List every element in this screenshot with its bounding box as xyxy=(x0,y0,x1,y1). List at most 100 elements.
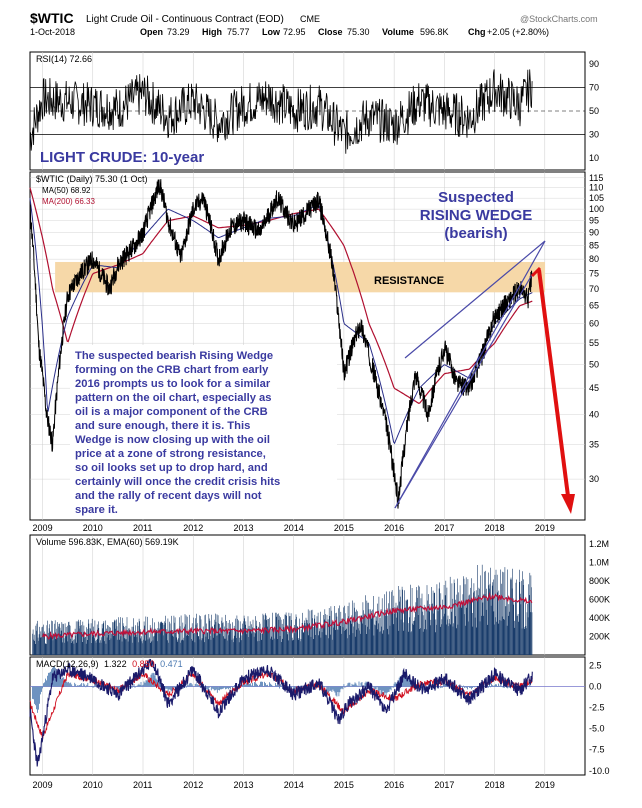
macd-tick-label: -7.5 xyxy=(589,745,605,755)
year-tick-label: 2012 xyxy=(183,523,203,533)
drop-arrow-tick xyxy=(530,266,542,278)
price-tick-label: 110 xyxy=(589,183,603,193)
volume-ema-line xyxy=(42,592,533,641)
rsi-tick-label: 50 xyxy=(589,106,599,116)
macd-panel-frame xyxy=(29,656,586,776)
year-tick-label: 2014 xyxy=(284,780,304,790)
price-tick-label: 90 xyxy=(589,228,599,238)
macd-panel: 2.5 0.0 -2.5 -5.0 -7.5 -10.0 MACD(12,26,9) 1.… xyxy=(29,656,610,776)
rsi-panel-title: LIGHT CRUDE: 10-year xyxy=(40,149,204,166)
instrument-name: Light Crude Oil - Continuous Contract (E… xyxy=(86,14,284,25)
high-label: High xyxy=(202,27,222,37)
commentary-line: forming on the CRB chart from early xyxy=(75,364,269,376)
wedge-title-line-2: RISING WEDGE xyxy=(420,207,533,224)
macd-line xyxy=(29,658,533,767)
rsi-line xyxy=(29,69,533,154)
wedge-title-line-3: (bearish) xyxy=(444,225,507,242)
bar-date: 1-Oct-2018 xyxy=(30,27,75,37)
price-tick-label: 30 xyxy=(589,474,599,484)
price-tick-label: 50 xyxy=(589,360,599,370)
open-value: 73.29 xyxy=(167,27,190,37)
macd-legend-prefix: MACD(12,26,9) xyxy=(36,659,99,669)
commentary-line: oil is a major component of the CRB xyxy=(75,406,268,418)
price-tick-label: 85 xyxy=(589,241,599,251)
commentary-line: so oil looks set up to drop hard, and xyxy=(75,462,268,474)
volume-tick-label: 400K xyxy=(589,613,610,623)
year-tick-label: 2016 xyxy=(384,780,404,790)
commentary-line: certainly will once the credit crisis hi… xyxy=(75,476,280,488)
resistance-label: RESISTANCE xyxy=(374,275,444,287)
commentary: The suspected bearish Rising Wedge formin… xyxy=(70,345,337,519)
price-tick-label: 60 xyxy=(589,319,599,329)
bottom-x-axis: 2009 2010 2011 2012 2013 2014 2015 2016 2017 2018… xyxy=(33,780,555,790)
macd-tick-label: 2.5 xyxy=(589,660,602,670)
resistance-zone xyxy=(55,261,545,293)
year-tick-label: 2018 xyxy=(485,780,505,790)
exchange: CME xyxy=(300,14,320,24)
drop-arrow xyxy=(530,266,575,514)
commentary-line: and sure enough, there it is. This xyxy=(75,420,250,432)
price-tick-label: 70 xyxy=(589,284,599,294)
commentary-line: The suspected bearish Rising Wedge xyxy=(75,350,273,362)
commentary-line: 2016 prompts us to look for a similar xyxy=(75,378,271,390)
price-line xyxy=(29,179,533,509)
volume-tick-label: 800K xyxy=(589,576,610,586)
commentary-line: pattern on the oil chart, especially as xyxy=(75,392,271,404)
price-tick-label: 105 xyxy=(589,193,604,203)
volume-panel: 1.2M 1.0M 800K 600K 400K 200K Volume 596.83K,… xyxy=(29,534,610,656)
header: $WTIC Light Crude Oil - Continuous Contr… xyxy=(30,10,598,37)
high-value: 75.77 xyxy=(227,27,250,37)
price-tick-label: 65 xyxy=(589,301,599,311)
drop-arrow-head xyxy=(561,494,575,514)
macd-tick-label: -2.5 xyxy=(589,703,605,713)
rsi-legend: RSI(14) 72.66 xyxy=(36,54,92,64)
commentary-line: spare it. xyxy=(75,504,118,516)
rsi-tick-label: 90 xyxy=(589,59,599,69)
year-tick-label: 2019 xyxy=(535,780,555,790)
price-tick-label: 100 xyxy=(589,204,604,214)
year-tick-label: 2016 xyxy=(384,523,404,533)
price-tick-label: 35 xyxy=(589,440,599,450)
ma200-legend: MA(200) 66.33 xyxy=(42,197,95,206)
drop-arrow-shaft xyxy=(537,269,570,497)
ma50-legend: MA(50) 68.92 xyxy=(42,186,91,195)
year-tick-label: 2015 xyxy=(334,523,354,533)
wedge-top-line xyxy=(404,240,546,359)
low-label: Low xyxy=(262,27,281,37)
macd-legend-hist: 0.471 xyxy=(160,659,183,669)
wedge-upper-line xyxy=(394,240,546,509)
year-tick-label: 2018 xyxy=(485,523,505,533)
open-label: Open xyxy=(140,27,163,37)
macd-legend-signal: 0.850 xyxy=(132,659,155,669)
year-tick-label: 2009 xyxy=(33,780,53,790)
volume-label: Volume xyxy=(382,27,414,37)
wedge-lower-line xyxy=(394,272,534,509)
price-tick-label: 80 xyxy=(589,254,599,264)
year-tick-label: 2017 xyxy=(434,780,454,790)
wedge-title-line-1: Suspected xyxy=(438,189,514,206)
chg-label: Chg xyxy=(468,27,486,37)
rsi-tick-label: 70 xyxy=(589,82,599,92)
commentary-line: and the rally of recent days will not xyxy=(75,490,262,502)
volume-legend: Volume 596.83K, EMA(60) 569.19K xyxy=(36,537,179,547)
year-tick-label: 2011 xyxy=(133,780,152,790)
macd-tick-label: 0.0 xyxy=(589,682,602,692)
price-x-axis: 2009 2010 2011 2012 2013 2014 2015 2016 2017 2018… xyxy=(33,523,555,533)
year-tick-label: 2010 xyxy=(83,780,103,790)
low-value: 72.95 xyxy=(283,27,306,37)
volume-tick-label: 1.0M xyxy=(589,558,609,568)
rsi-panel: 90 70 50 30 10 RSI(14) 72.66 LIGHT CRUDE: 10… xyxy=(29,51,599,171)
price-tick-label: 45 xyxy=(589,383,599,393)
rsi-tick-label: 30 xyxy=(589,130,599,140)
year-tick-label: 2010 xyxy=(83,523,103,533)
price-tick-label: 55 xyxy=(589,338,599,348)
year-tick-label: 2019 xyxy=(535,523,555,533)
symbol: $WTIC xyxy=(30,10,74,26)
macd-legend-value: 1.322 xyxy=(104,659,127,669)
year-tick-label: 2009 xyxy=(33,523,53,533)
commentary-line: Wedge is now closing up with the oil xyxy=(75,434,270,446)
ma50-line xyxy=(29,198,533,445)
